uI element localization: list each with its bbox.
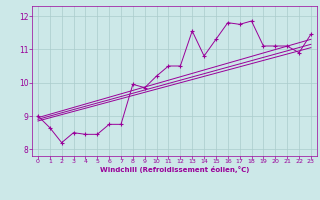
X-axis label: Windchill (Refroidissement éolien,°C): Windchill (Refroidissement éolien,°C) xyxy=(100,166,249,173)
